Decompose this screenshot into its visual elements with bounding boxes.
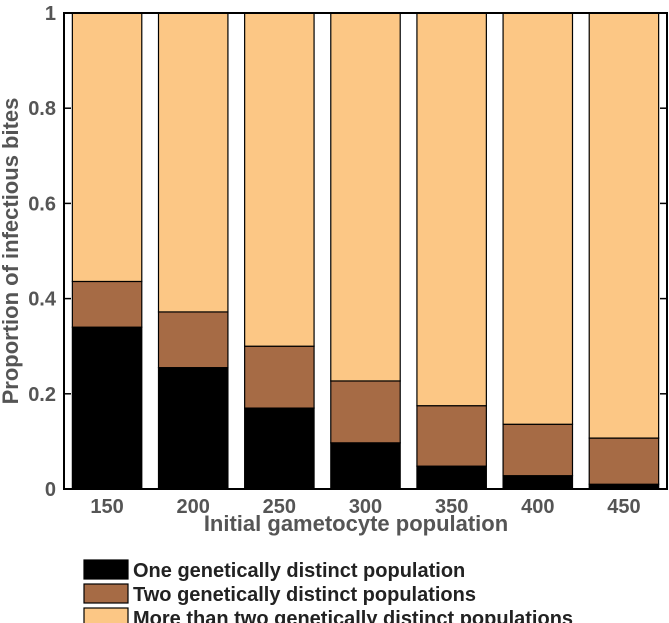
- bar-segment-450-series-2: [588, 437, 660, 485]
- legend-swatch-2: [83, 583, 129, 604]
- bar-segment-150-series-2: [71, 280, 143, 328]
- x-axis-label: Initial gametocyte population: [204, 511, 508, 536]
- bar-segment-200-series-3: [157, 12, 229, 313]
- y-tick-label: 0.2: [28, 384, 56, 406]
- bar-segment-200-series-1: [157, 367, 229, 490]
- plot-frame: [63, 12, 668, 490]
- bar-segment-350-series-3: [416, 12, 487, 407]
- y-tick-label: 0.4: [28, 289, 57, 311]
- y-axis-ticks: 0 0.2 0.4 0.6 0.8 1: [28, 3, 667, 501]
- x-tick-label: 400: [521, 496, 554, 518]
- y-axis-label: Proportion of infectious bites: [0, 98, 23, 405]
- bar-segment-300-series-1: [330, 442, 401, 490]
- x-tick-label: 350: [435, 496, 468, 518]
- bar-segment-200-series-2: [157, 311, 229, 369]
- x-tick-label: 200: [177, 496, 210, 518]
- bar-segment-150-series-1: [71, 326, 143, 490]
- legend-label-3: More than two genetically distinct popul…: [133, 608, 573, 623]
- x-tick-label: 450: [607, 496, 640, 518]
- y-tick-label: 0.8: [28, 98, 56, 120]
- bar-segment-150-series-3: [71, 12, 143, 283]
- bar-segment-350-series-1: [416, 465, 487, 490]
- bar-segment-250-series-1: [244, 407, 315, 490]
- legend-swatch-1: [83, 559, 129, 580]
- bars-group: [71, 12, 660, 490]
- bar-segment-300-series-3: [330, 12, 401, 382]
- bar-segment-300-series-2: [330, 380, 401, 444]
- bar-segment-250-series-3: [244, 12, 315, 347]
- bar-segment-250-series-2: [244, 345, 315, 409]
- y-tick-label: 0: [45, 479, 56, 501]
- bar-segment-400-series-3: [502, 12, 574, 425]
- y-tick-label: 0.6: [28, 193, 56, 215]
- y-tick-label: 1: [45, 3, 56, 25]
- x-tick-label: 150: [90, 496, 123, 518]
- legend-label-2: Two genetically distinct populations: [133, 584, 476, 606]
- x-tick-label: 300: [349, 496, 382, 518]
- bar-segment-350-series-2: [416, 405, 487, 467]
- bar-segment-450-series-3: [588, 12, 660, 439]
- bar-segment-400-series-1: [502, 475, 574, 490]
- legend-label-1: One genetically distinct population: [133, 560, 465, 582]
- x-tick-label: 250: [263, 496, 296, 518]
- x-axis-ticks: 150 200 250 300 350 400 450: [90, 496, 640, 518]
- legend-swatch-3: [83, 607, 129, 623]
- bar-segment-400-series-2: [502, 423, 574, 477]
